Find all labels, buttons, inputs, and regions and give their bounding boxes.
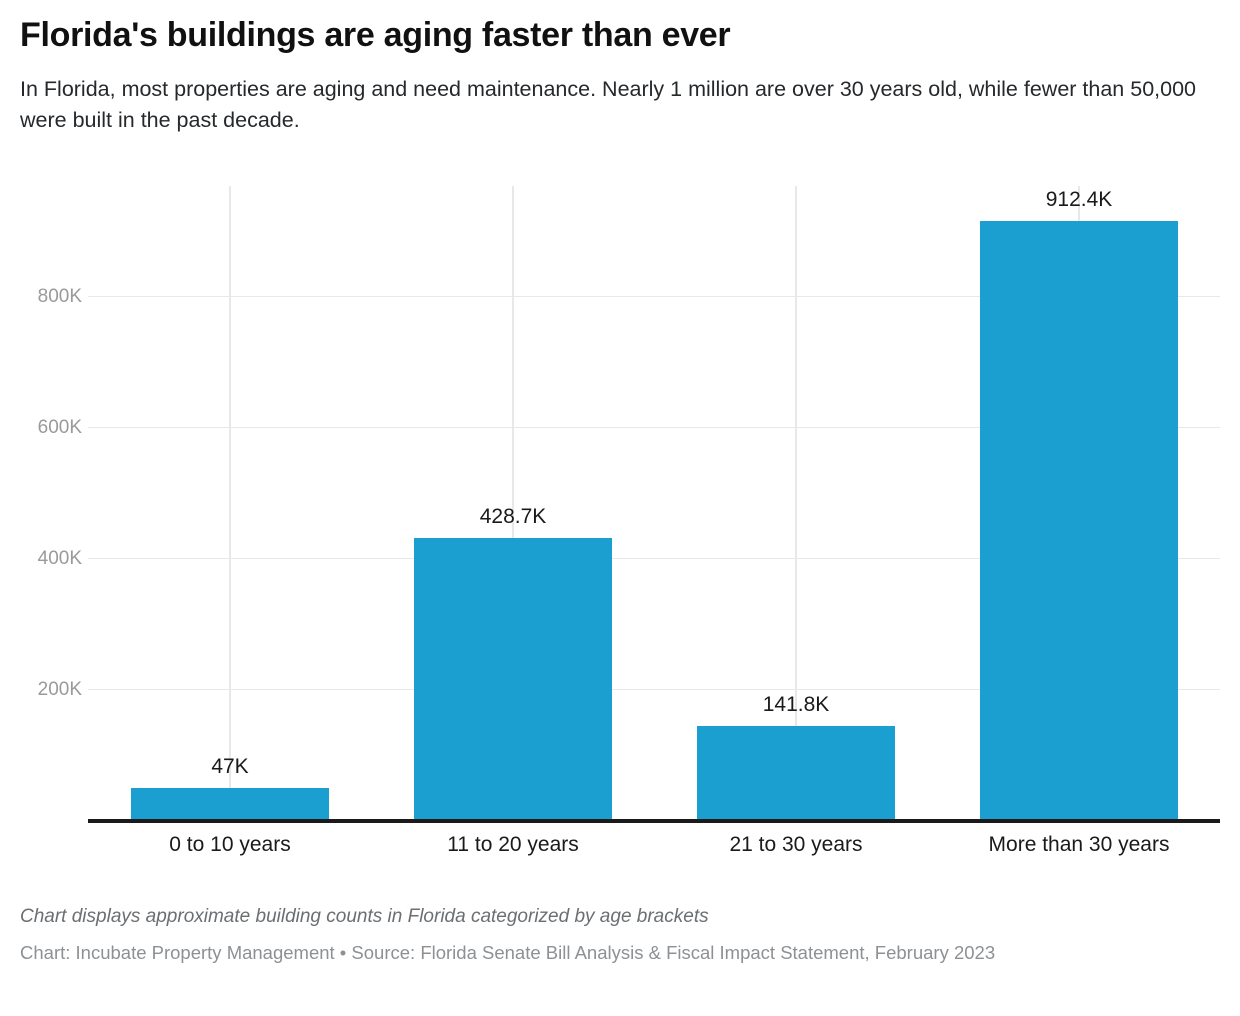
x-axis-line bbox=[88, 819, 1220, 823]
ytick-label-200k: 200K bbox=[37, 679, 82, 700]
chart-footnote: Chart displays approximate building coun… bbox=[20, 906, 709, 927]
chart-credit: Chart: Incubate Property Management • So… bbox=[20, 942, 996, 963]
gridline-200k bbox=[88, 689, 1220, 690]
bar-0-to-10-years[interactable] bbox=[131, 788, 329, 819]
bar-value-0-to-10-years: 47K bbox=[211, 755, 249, 778]
ytick-label-400k: 400K bbox=[37, 548, 82, 569]
chart-footer: Chart displays approximate building coun… bbox=[20, 905, 1220, 965]
xtick-label-more-than-30-years: More than 30 years bbox=[988, 833, 1170, 856]
bar-more-than-30-years[interactable] bbox=[980, 221, 1178, 819]
xtick-label-21-to-30-years: 21 to 30 years bbox=[729, 833, 863, 856]
gridline-vertical-cat-2 bbox=[512, 186, 514, 819]
bar-21-to-30-years[interactable] bbox=[697, 726, 895, 819]
xtick-label-11-to-20-years: 11 to 20 years bbox=[447, 833, 579, 856]
gridline-600k bbox=[88, 427, 1220, 428]
gridline-400k bbox=[88, 558, 1220, 559]
ytick-label-800k: 800K bbox=[37, 286, 82, 307]
chart-header: Florida's buildings are aging faster tha… bbox=[20, 14, 1220, 136]
ytick-label-600k: 600K bbox=[37, 417, 82, 438]
xtick-label-0-to-10-years: 0 to 10 years bbox=[169, 833, 291, 856]
bar-11-to-20-years[interactable] bbox=[414, 538, 612, 819]
page-title: Florida's buildings are aging faster tha… bbox=[20, 16, 731, 54]
bar-value-11-to-20-years: 428.7K bbox=[479, 505, 547, 528]
gridline-800k bbox=[88, 296, 1220, 297]
bar-value-21-to-30-years: 141.8K bbox=[762, 693, 830, 716]
bar-value-more-than-30-years: 912.4K bbox=[1045, 188, 1113, 211]
gridline-vertical-cat-1 bbox=[229, 186, 231, 819]
chart-subtitle: In Florida, most properties are aging an… bbox=[20, 77, 1196, 132]
gridline-vertical-cat-3 bbox=[795, 186, 797, 819]
